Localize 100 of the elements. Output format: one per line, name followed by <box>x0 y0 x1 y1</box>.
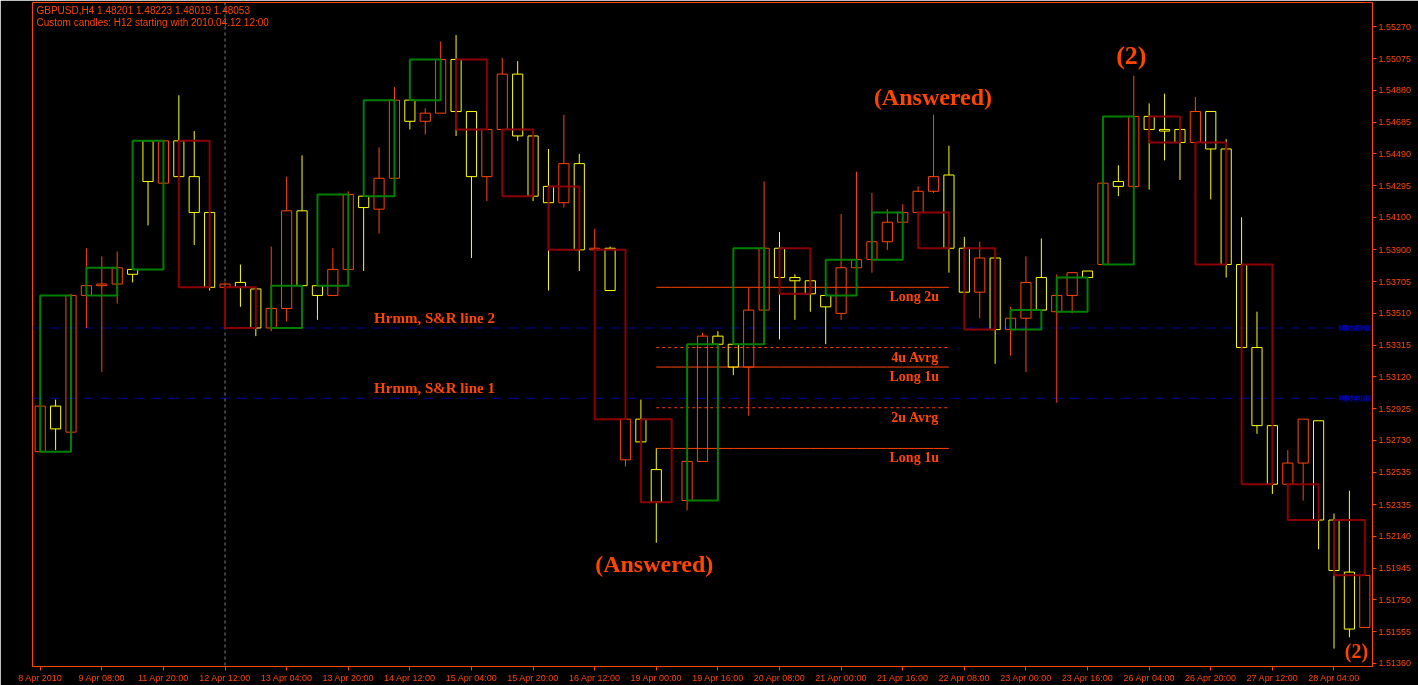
candlestick <box>1328 513 1340 650</box>
series-label: 4u Avrg <box>891 349 939 365</box>
candlestick <box>850 171 863 269</box>
candlestick <box>635 399 647 443</box>
bar <box>1286 483 1320 522</box>
candlestick <box>157 140 169 184</box>
bar <box>917 211 950 250</box>
y-tick-label: 1.55270 <box>1378 21 1412 32</box>
series-label: Long 1u <box>889 450 940 466</box>
candlestick <box>465 111 478 259</box>
candlestick <box>1020 255 1032 373</box>
candlestick <box>373 146 385 235</box>
bar <box>1055 276 1089 313</box>
y-tick-label: 1.51555 <box>1378 626 1412 637</box>
candlestick <box>173 94 185 178</box>
candlestick <box>1205 111 1217 200</box>
candlestick <box>1035 237 1047 311</box>
chart-title: GBPUSD,H4 1.48201 1.48223 1.48019 1.48053 <box>36 4 251 16</box>
annotation: 1.53420 <box>1338 322 1372 333</box>
text: Custom candles: H12 starting with 2010.04.12 12:00 <box>36 16 270 28</box>
bar <box>1240 263 1274 486</box>
candlestick <box>712 330 724 345</box>
x-tick-label: 19 Apr 00:00 <box>630 672 682 683</box>
bar <box>455 58 488 131</box>
candlestick <box>342 190 354 270</box>
candlestick <box>912 185 924 213</box>
bar <box>686 343 719 502</box>
annotation: 1.52988 <box>1338 393 1372 404</box>
candlestick <box>1112 164 1124 197</box>
bar <box>501 128 535 198</box>
candlestick <box>1128 75 1140 187</box>
candlestick <box>650 447 662 544</box>
x-tick-label: 15 Apr 04:00 <box>445 672 497 683</box>
bar <box>1009 309 1043 331</box>
y-tick-label: 1.52730 <box>1378 435 1412 446</box>
candlestick <box>142 140 154 226</box>
candlestick <box>558 114 570 209</box>
candlestick <box>958 236 970 293</box>
x-tick-label: 8 Apr 2010 <box>18 672 62 683</box>
candlestick <box>1189 96 1201 143</box>
bar <box>362 99 396 198</box>
x-tick-label: 11 Apr 20:00 <box>137 672 189 683</box>
candlestick <box>527 135 539 202</box>
x-tick-label: 22 Apr 08:00 <box>938 672 990 683</box>
y-tick-label: 1.54295 <box>1378 180 1412 191</box>
bar <box>131 139 165 271</box>
candlestick <box>1266 425 1278 495</box>
candlestick <box>1282 449 1294 485</box>
series-label: Long 1u <box>889 369 940 385</box>
x-tick-label: 13 Apr 04:00 <box>260 672 312 683</box>
bar <box>639 418 673 504</box>
x-tick-label: 9 Apr 08:00 <box>78 672 125 683</box>
x-tick-label: 15 Apr 20:00 <box>507 672 559 683</box>
candlestick <box>419 107 431 135</box>
y-tick-label: 1.51360 <box>1378 658 1412 669</box>
candlestick <box>589 228 601 251</box>
y-tick-label: 1.52140 <box>1378 531 1412 542</box>
bar <box>224 286 257 329</box>
bar <box>547 185 581 251</box>
bar <box>824 258 858 297</box>
candlestick <box>804 280 816 313</box>
bar <box>732 247 766 346</box>
bar <box>1101 115 1135 266</box>
ref-line-label: Hrmm, S&R line 2 <box>374 309 495 326</box>
x-tick-label: 12 Apr 12:00 <box>199 672 251 683</box>
bar <box>270 284 304 329</box>
bar <box>1194 141 1228 266</box>
x-tick-label: 23 Apr 00:00 <box>1000 672 1052 683</box>
y-tick-label: 1.52925 <box>1378 403 1412 414</box>
y-tick-label: 1.53315 <box>1378 340 1412 351</box>
annotation: (2) <box>1116 41 1147 71</box>
candlestick <box>311 285 324 321</box>
candlestick <box>1313 420 1325 550</box>
x-tick-label: 14 Apr 12:00 <box>384 672 436 683</box>
y-tick-label: 1.51750 <box>1378 594 1412 605</box>
x-tick-label: 28 Apr 04:00 <box>1308 672 1360 683</box>
bar <box>408 58 442 102</box>
candlestick <box>1174 128 1186 181</box>
candlestick <box>943 145 955 274</box>
series-label: 2u Avrg <box>891 409 939 425</box>
y-tick-label: 1.53120 <box>1378 371 1412 382</box>
y-tick-label: 1.53900 <box>1378 244 1412 255</box>
candlestick <box>296 154 308 287</box>
candlestick <box>1251 311 1263 435</box>
candlestick <box>327 247 339 296</box>
annotation: (Answered) <box>873 84 993 111</box>
x-tick-label: 13 Apr 20:00 <box>322 672 374 683</box>
y-tick-label: 1.51945 <box>1378 563 1412 574</box>
candlestick <box>234 264 247 308</box>
y-tick-label: 1.53705 <box>1378 276 1412 287</box>
candlestick <box>789 273 801 321</box>
candlestick <box>481 128 493 202</box>
bar <box>1332 519 1366 577</box>
candlestick <box>496 57 508 130</box>
candlestick <box>1297 418 1309 501</box>
candlestick <box>573 153 585 272</box>
ref-line-label: Hrmm, S&R line 1 <box>374 380 495 397</box>
x-tick-label: 27 Apr 12:00 <box>1246 672 1298 683</box>
annotation: (2) <box>1344 639 1369 663</box>
candlestick <box>1097 182 1109 266</box>
